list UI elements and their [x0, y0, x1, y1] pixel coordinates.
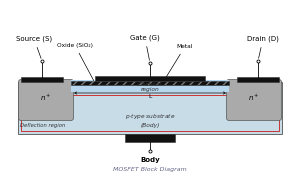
Text: Body: Body	[140, 157, 160, 163]
Text: Drain (D): Drain (D)	[247, 35, 279, 58]
Text: $n^+$: $n^+$	[40, 93, 52, 103]
Text: Source (S): Source (S)	[16, 35, 52, 58]
Bar	[71, 81, 229, 85]
Text: MOSFET Block Diagram: MOSFET Block Diagram	[113, 167, 187, 171]
Bar	[21, 95, 279, 131]
Bar	[125, 134, 175, 142]
FancyBboxPatch shape	[19, 80, 74, 120]
Text: $n^+$: $n^+$	[248, 93, 260, 103]
Bar	[237, 77, 279, 82]
Text: Deflection region: Deflection region	[20, 122, 66, 128]
Bar	[95, 76, 205, 81]
Text: L: L	[148, 94, 152, 100]
Bar	[21, 77, 63, 82]
Bar	[71, 80, 229, 92]
Text: Oxide (SiO₂): Oxide (SiO₂)	[57, 43, 94, 81]
Bar	[18, 82, 282, 134]
Text: $p$-type substrate
(Body): $p$-type substrate (Body)	[125, 112, 175, 128]
Bar	[71, 81, 229, 85]
Text: Channel
region: Channel region	[138, 82, 162, 92]
FancyBboxPatch shape	[226, 80, 281, 120]
Text: Metal: Metal	[167, 44, 193, 77]
Text: Gate (G): Gate (G)	[130, 35, 160, 60]
